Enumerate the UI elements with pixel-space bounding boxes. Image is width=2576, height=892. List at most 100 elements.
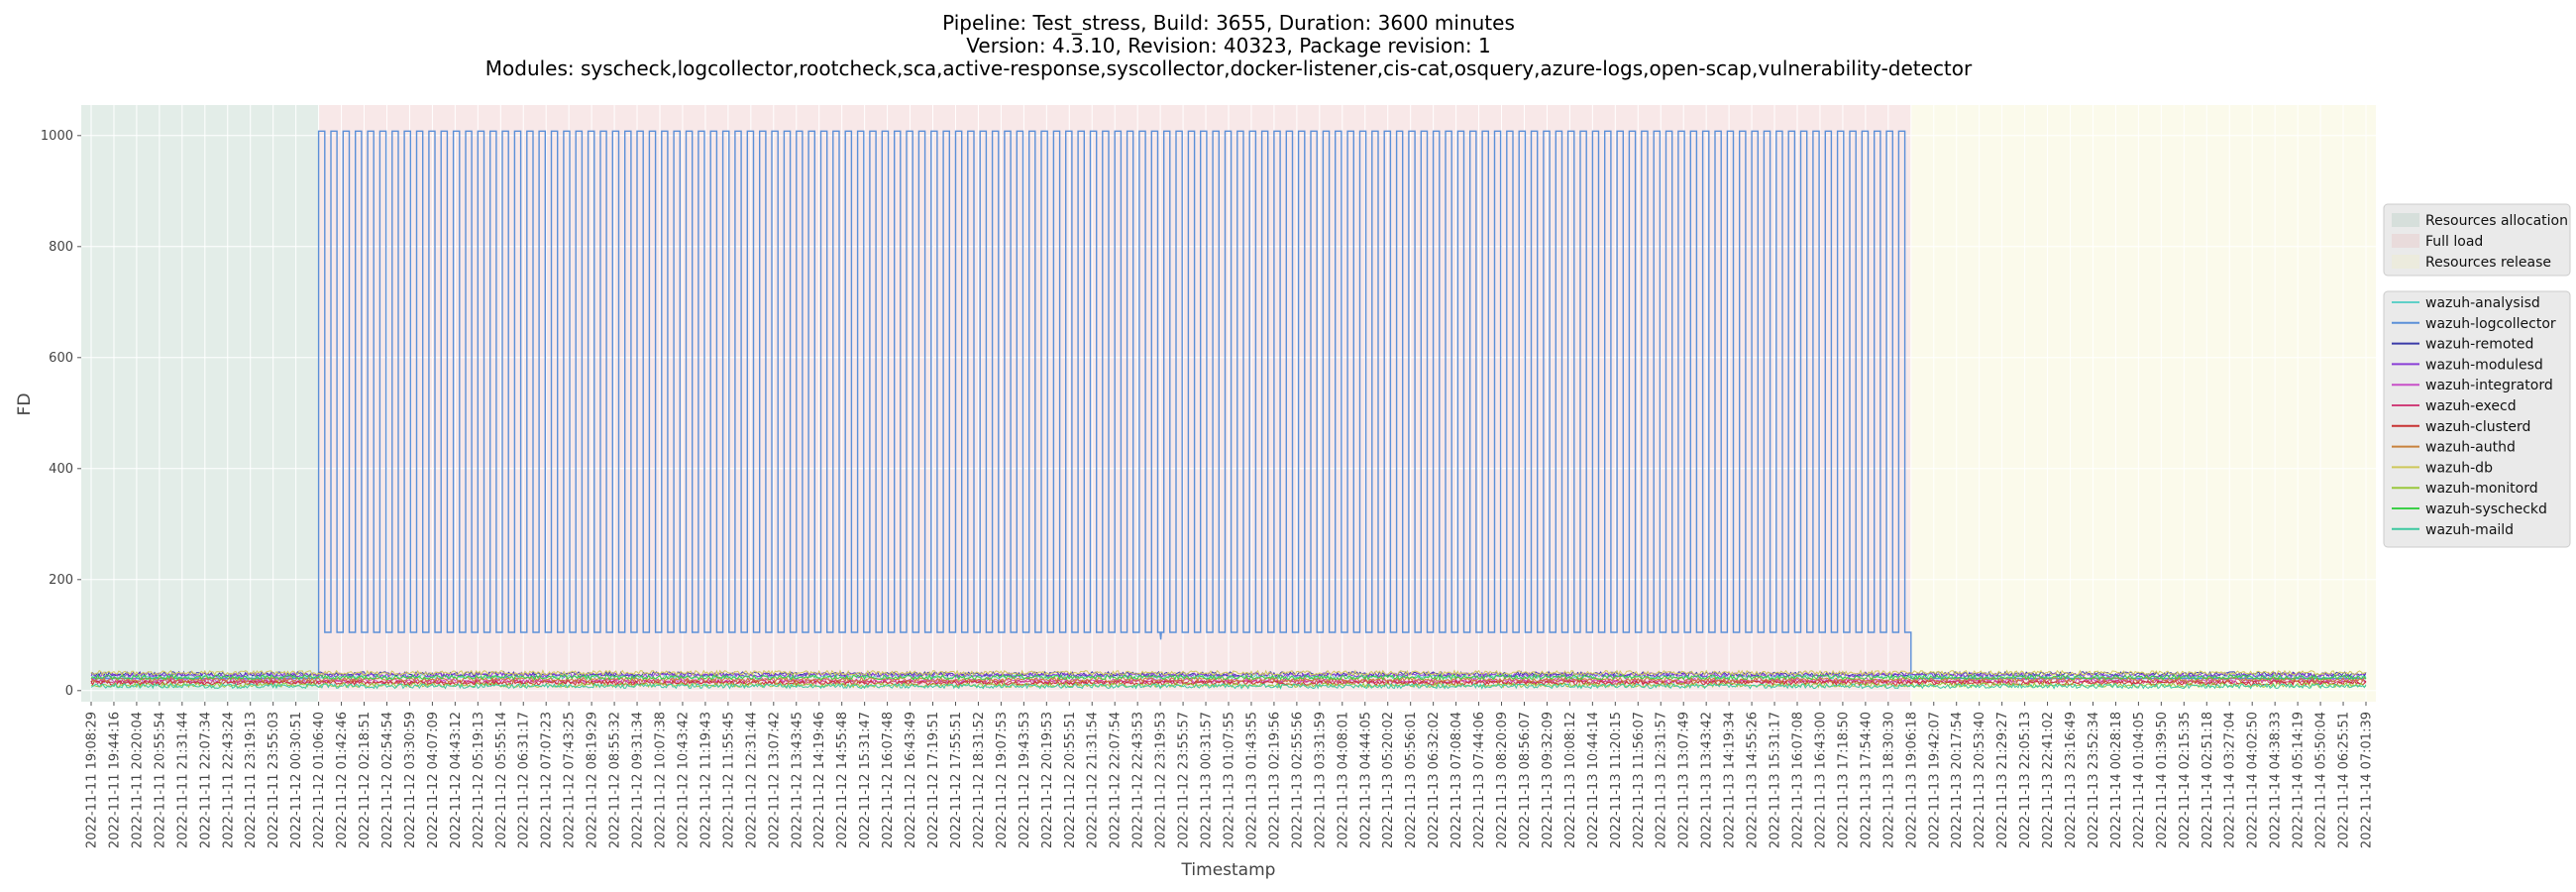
- series-legend-label: wazuh-maild: [2425, 522, 2514, 538]
- x-tick-label: 2022-11-12 10:07:38: [654, 712, 669, 848]
- x-tick-label: 2022-11-12 08:55:32: [608, 712, 623, 848]
- x-tick-label: 2022-11-14 02:51:18: [2200, 712, 2215, 848]
- x-tick-label: 2022-11-12 21:31:54: [1086, 712, 1101, 848]
- x-tick-label: 2022-11-13 20:17:54: [1950, 712, 1965, 848]
- x-tick-label: 2022-11-12 00:30:51: [289, 712, 304, 848]
- x-tick-label: 2022-11-12 19:43:53: [1018, 712, 1032, 848]
- x-tick-label: 2022-11-12 03:30:59: [403, 712, 418, 848]
- x-tick-label: 2022-11-13 11:20:15: [1609, 712, 1624, 848]
- phase-legend: Resources allocation Full load Resources r…: [2383, 203, 2571, 277]
- y-tick-label: 800: [49, 240, 73, 255]
- x-tick-label: 2022-11-11 23:19:13: [244, 712, 259, 848]
- series-legend-label: wazuh-modulesd: [2425, 357, 2543, 373]
- x-tick-label: 2022-11-12 02:18:51: [358, 712, 373, 848]
- x-tick-label: 2022-11-13 16:43:00: [1813, 712, 1828, 848]
- y-tick-label: 0: [65, 684, 73, 699]
- x-tick-label: 2022-11-13 01:07:55: [1223, 712, 1237, 848]
- x-tick-label: 2022-11-14 06:25:51: [2337, 712, 2352, 848]
- phase-band: [1910, 105, 2376, 702]
- x-tick-label: 2022-11-14 04:02:50: [2246, 712, 2261, 848]
- x-tick-label: 2022-11-12 19:07:53: [995, 712, 1010, 848]
- x-tick-label: 2022-11-14 01:04:05: [2132, 712, 2147, 848]
- title-line-1: Pipeline: Test_stress, Build: 3655, Dura…: [942, 11, 1515, 35]
- x-tick-label: 2022-11-12 06:31:17: [517, 712, 532, 848]
- series-legend: wazuh-analysisd wazuh-logcollector wazuh-r…: [2383, 290, 2571, 548]
- series-line: [91, 673, 2367, 681]
- x-tick-label: 2022-11-14 05:14:19: [2292, 712, 2307, 848]
- x-tick-label: 2022-11-12 07:43:25: [563, 712, 578, 848]
- series-legend-label: wazuh-authd: [2425, 440, 2516, 456]
- series-line: [90, 679, 2367, 687]
- x-tick-label: 2022-11-11 19:44:16: [107, 712, 122, 848]
- series-line: [90, 669, 2366, 677]
- x-tick-label: 2022-11-13 19:06:18: [1904, 712, 1919, 848]
- x-tick-label: 2022-11-12 05:19:13: [472, 712, 486, 848]
- phase-legend-swatch: [2392, 213, 2419, 227]
- x-tick-label: 2022-11-13 14:55:26: [1746, 712, 1761, 848]
- series-line: [90, 671, 2367, 679]
- x-tick-label: 2022-11-13 00:31:57: [1200, 712, 1215, 848]
- x-tick-label: 2022-11-12 14:19:46: [812, 712, 827, 848]
- x-tick-label: 2022-11-13 02:19:56: [1267, 712, 1282, 848]
- x-tick-label: 2022-11-14 07:01:39: [2360, 712, 2375, 848]
- x-tick-label: 2022-11-11 21:31:44: [175, 712, 190, 848]
- y-tick-label: 400: [49, 462, 73, 477]
- x-tick-label: 2022-11-13 13:07:49: [1677, 712, 1692, 848]
- x-tick-label: 2022-11-12 04:43:12: [449, 712, 464, 848]
- x-tick-label: 2022-11-11 23:55:03: [267, 712, 281, 848]
- x-tick-label: 2022-11-11 20:55:54: [153, 712, 167, 848]
- x-tick-label: 2022-11-12 23:55:57: [1177, 712, 1192, 848]
- x-tick-label: 2022-11-12 09:31:34: [631, 712, 646, 848]
- plot-area: 0 200 400 600 800 1000 2022-11-11 19:08:29 2022…: [41, 105, 2376, 848]
- x-tick-label: 2022-11-13 11:56:07: [1632, 712, 1647, 848]
- x-tick-label: 2022-11-13 10:08:12: [1563, 712, 1578, 848]
- x-tick-label: 2022-11-14 01:39:50: [2155, 712, 2170, 848]
- series-legend-label: wazuh-analysisd: [2425, 295, 2540, 311]
- x-tick-label: 2022-11-13 07:08:04: [1449, 712, 1464, 848]
- x-tick-label: 2022-11-12 20:19:53: [1040, 712, 1055, 848]
- x-tick-label: 2022-11-13 13:43:42: [1700, 712, 1715, 848]
- x-tick-label: 2022-11-12 13:43:45: [790, 712, 805, 848]
- series-line: [91, 130, 2366, 680]
- x-tick-label: 2022-11-12 17:55:51: [949, 712, 964, 848]
- series-legend-label: wazuh-logcollector: [2425, 316, 2556, 332]
- x-tick-label: 2022-11-12 05:55:14: [494, 712, 509, 848]
- x-tick-label: 2022-11-12 10:43:42: [676, 712, 691, 848]
- x-tick-label: 2022-11-12 01:06:40: [312, 712, 327, 848]
- x-tick-label: 2022-11-12 16:43:49: [904, 712, 918, 848]
- x-tick-label: 2022-11-12 11:55:45: [721, 712, 736, 848]
- x-tick-label: 2022-11-14 05:50:04: [2314, 712, 2329, 848]
- y-axis-label: FD: [15, 393, 35, 416]
- x-tick-label: 2022-11-12 02:54:54: [380, 712, 395, 848]
- x-tick-label: 2022-11-13 22:05:13: [2018, 712, 2033, 848]
- y-tick-label: 600: [49, 351, 73, 366]
- x-tick-label: 2022-11-12 08:19:29: [586, 712, 600, 848]
- x-tick-label: 2022-11-13 04:08:01: [1336, 712, 1350, 848]
- x-tick-label: 2022-11-12 16:07:48: [881, 712, 896, 848]
- title-line-3: Modules: syscheck,logcollector,rootcheck…: [485, 56, 1973, 80]
- phase-legend-label: Full load: [2425, 234, 2483, 250]
- series-legend-label: wazuh-execd: [2425, 398, 2517, 414]
- y-tick-label: 1000: [41, 129, 73, 144]
- x-tick-label: 2022-11-13 17:18:50: [1836, 712, 1851, 848]
- x-tick-label: 2022-11-13 16:07:08: [1791, 712, 1806, 848]
- x-tick-label: 2022-11-14 02:15:35: [2178, 712, 2193, 848]
- x-tick-label: 2022-11-13 08:20:09: [1495, 712, 1510, 848]
- x-tick-label: 2022-11-13 07:44:06: [1472, 712, 1487, 848]
- x-tick-label: 2022-11-12 17:19:51: [926, 712, 941, 848]
- x-axis-label: Timestamp: [1181, 860, 1276, 880]
- x-tick-label: 2022-11-13 09:32:09: [1541, 712, 1556, 848]
- x-tick-label: 2022-11-11 22:07:34: [198, 712, 213, 848]
- phase-legend-label: Resources allocation: [2425, 213, 2568, 229]
- series-legend-label: wazuh-monitord: [2425, 481, 2538, 497]
- x-tick-label: 2022-11-13 14:19:34: [1723, 712, 1738, 848]
- x-tick-label: 2022-11-12 22:07:54: [1109, 712, 1124, 848]
- x-tick-label: 2022-11-13 10:44:14: [1586, 712, 1601, 848]
- phase-legend-swatch: [2392, 234, 2419, 248]
- x-tick-label: 2022-11-12 23:19:53: [1154, 712, 1169, 848]
- x-tick-label: 2022-11-13 05:56:01: [1404, 712, 1419, 848]
- x-tick-label: 2022-11-13 02:55:56: [1290, 712, 1305, 848]
- x-tick-label: 2022-11-13 17:54:40: [1859, 712, 1874, 848]
- x-tick-label: 2022-11-12 20:55:51: [1063, 712, 1078, 848]
